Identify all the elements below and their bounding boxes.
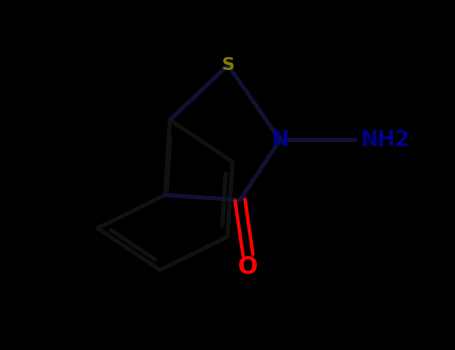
Text: O: O bbox=[238, 255, 258, 279]
Text: S: S bbox=[222, 56, 234, 74]
Text: NH2: NH2 bbox=[360, 130, 409, 150]
Text: N: N bbox=[271, 130, 288, 150]
